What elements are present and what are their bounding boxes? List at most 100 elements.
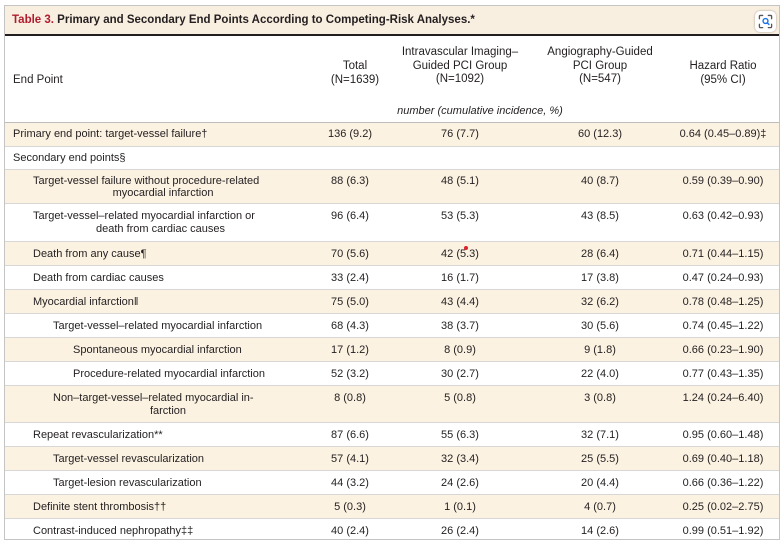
row-label: Procedure-related myocardial infarction bbox=[73, 368, 265, 380]
cell-hazard-ratio: 0.47 (0.24–0.93) bbox=[682, 272, 764, 284]
cell-hazard-ratio: 0.99 (0.51–1.92) bbox=[682, 525, 764, 537]
cell-angio: 25 (5.5) bbox=[581, 453, 619, 465]
cell-total: 8 (0.8) bbox=[334, 392, 366, 404]
table-figure: Table 3. Primary and Secondary End Point… bbox=[4, 5, 780, 540]
cell-total: 70 (5.6) bbox=[331, 248, 369, 260]
row-label: Contrast-induced nephropathy‡‡ bbox=[33, 525, 194, 537]
cell-angio: 22 (4.0) bbox=[581, 368, 619, 380]
row-label: Target-vessel revascularization bbox=[53, 453, 205, 465]
table-title-bar: Table 3. Primary and Secondary End Point… bbox=[5, 6, 779, 36]
col-header-total: Total (N=1639) bbox=[330, 60, 380, 86]
cell-angio: 60 (12.3) bbox=[577, 128, 623, 140]
cell-hazard-ratio: 0.63 (0.42–0.93) bbox=[682, 210, 764, 222]
cell-angio: 14 (2.6) bbox=[581, 525, 619, 537]
cell-hazard-ratio: 0.77 (0.43–1.35) bbox=[682, 368, 764, 380]
cell-ivi: 30 (2.7) bbox=[441, 368, 479, 380]
cell-hazard-ratio: 0.71 (0.44–1.15) bbox=[682, 248, 764, 260]
row-label: Secondary end points§ bbox=[13, 152, 126, 164]
row-label: Target-lesion revascularization bbox=[53, 477, 202, 489]
table-row: Target-vessel failure without procedure-… bbox=[5, 169, 779, 203]
row-label: Target-vessel–related myocardial infarct… bbox=[53, 320, 263, 332]
table-row: Procedure-related myocardial infarction … bbox=[5, 361, 779, 385]
cell-angio: 43 (8.5) bbox=[581, 210, 619, 222]
cell-angio: 30 (5.6) bbox=[581, 320, 619, 332]
table-row: Non–target-vessel–related myocardial in-… bbox=[5, 385, 779, 422]
cell-ivi: 26 (2.4) bbox=[441, 525, 479, 537]
table-row: Target-lesion revascularization 44 (3.2)… bbox=[5, 470, 779, 494]
col-header-end-point: End Point bbox=[13, 74, 63, 86]
cell-total: 68 (4.3) bbox=[331, 320, 369, 332]
table-row: Contrast-induced nephropathy‡‡ 40 (2.4) … bbox=[5, 518, 779, 539]
row-label: Definite stent thrombosis†† bbox=[33, 501, 167, 513]
row-label: Death from cardiac causes bbox=[33, 272, 164, 284]
cell-hazard-ratio: 0.78 (0.48–1.25) bbox=[682, 296, 764, 308]
column-header-row: End Point Total (N=1639) Intravascular I… bbox=[5, 36, 779, 100]
cell-hazard-ratio: 0.95 (0.60–1.48) bbox=[682, 429, 764, 441]
table-row: Definite stent thrombosis†† 5 (0.3) 1 (0… bbox=[5, 494, 779, 518]
cell-total: 44 (3.2) bbox=[331, 477, 369, 489]
units-caption: number (cumulative incidence, %) bbox=[5, 100, 779, 123]
cell-ivi: 1 (0.1) bbox=[444, 501, 476, 513]
cell-total: 52 (3.2) bbox=[331, 368, 369, 380]
cell-ivi: 24 (2.6) bbox=[441, 477, 479, 489]
table-row: Death from any cause¶ 70 (5.6) 42 (5.3) … bbox=[5, 241, 779, 265]
cell-total: 75 (5.0) bbox=[331, 296, 369, 308]
cell-ivi: 76 (7.7) bbox=[441, 128, 479, 140]
col-header-hazard-ratio: Hazard Ratio (95% CI) bbox=[689, 60, 757, 86]
cell-ivi: 38 (3.7) bbox=[441, 320, 479, 332]
lens-search-button[interactable] bbox=[755, 11, 776, 32]
cell-hazard-ratio: 0.64 (0.45–0.89)‡ bbox=[679, 128, 767, 140]
row-label: Death from any cause¶ bbox=[33, 248, 147, 260]
cell-hazard-ratio: 0.74 (0.45–1.22) bbox=[682, 320, 764, 332]
cell-ivi: 48 (5.1) bbox=[441, 175, 479, 187]
cell-angio: 28 (6.4) bbox=[581, 248, 619, 260]
cell-hazard-ratio: 0.66 (0.23–1.90) bbox=[682, 344, 764, 356]
lens-search-icon bbox=[758, 14, 773, 29]
row-label: Non–target-vessel–related myocardial in- bbox=[53, 392, 254, 404]
table-row: Target-vessel revascularization 57 (4.1)… bbox=[5, 446, 779, 470]
cell-hazard-ratio: 0.69 (0.40–1.18) bbox=[682, 453, 764, 465]
cell-angio: 20 (4.4) bbox=[581, 477, 619, 489]
table-title: Table 3. Primary and Secondary End Point… bbox=[12, 14, 475, 26]
cell-hazard-ratio: 0.59 (0.39–0.90) bbox=[682, 175, 764, 187]
table-number: Table 3. bbox=[12, 14, 54, 26]
row-label: Myocardial infarction‖ bbox=[33, 296, 139, 308]
table-caption: Primary and Secondary End Points Accordi… bbox=[57, 14, 475, 26]
cell-angio: 17 (3.8) bbox=[581, 272, 619, 284]
row-label: Repeat revascularization** bbox=[33, 429, 163, 441]
cell-angio: 9 (1.8) bbox=[584, 344, 616, 356]
cell-ivi: 43 (4.4) bbox=[441, 296, 479, 308]
row-label: Spontaneous myocardial infarction bbox=[73, 344, 242, 356]
cell-hazard-ratio: 0.66 (0.36–1.22) bbox=[682, 477, 764, 489]
table-row: Death from cardiac causes 33 (2.4) 16 (1… bbox=[5, 265, 779, 289]
table-row: Primary end point: target-vessel failure… bbox=[5, 123, 779, 146]
cell-ivi: 42 (5.3) bbox=[441, 248, 479, 260]
row-label: Primary end point: target-vessel failure… bbox=[13, 128, 208, 140]
row-label: Target-vessel–related myocardial infarct… bbox=[33, 210, 255, 222]
cell-ivi: 16 (1.7) bbox=[441, 272, 479, 284]
cell-total: 57 (4.1) bbox=[331, 453, 369, 465]
cell-hazard-ratio: 0.25 (0.02–2.75) bbox=[682, 501, 764, 513]
cell-total: 88 (6.3) bbox=[331, 175, 369, 187]
cell-ivi: 5 (0.8) bbox=[444, 392, 476, 404]
row-label-continued: farction bbox=[149, 405, 187, 417]
cell-total: 87 (6.6) bbox=[331, 429, 369, 441]
table-row: Target-vessel–related myocardial infarct… bbox=[5, 203, 779, 241]
row-label-continued: myocardial infarction bbox=[112, 187, 214, 199]
red-dot-marker bbox=[464, 246, 468, 250]
row-label-continued: death from cardiac causes bbox=[95, 223, 225, 235]
cell-hazard-ratio: 1.24 (0.24–6.40) bbox=[682, 392, 764, 404]
cell-ivi: 53 (5.3) bbox=[441, 210, 479, 222]
table-row: Myocardial infarction‖ 75 (5.0) 43 (4.4)… bbox=[5, 289, 779, 313]
cell-total: 136 (9.2) bbox=[327, 128, 373, 140]
table-row: Spontaneous myocardial infarction 17 (1.… bbox=[5, 337, 779, 361]
cell-total: 96 (6.4) bbox=[331, 210, 369, 222]
col-header-angio-group: Angiography-Guided PCI Group (N=547) bbox=[547, 46, 653, 85]
cell-ivi: 8 (0.9) bbox=[444, 344, 476, 356]
table-row: Repeat revascularization** 87 (6.6) 55 (… bbox=[5, 422, 779, 446]
cell-ivi: 55 (6.3) bbox=[441, 429, 479, 441]
table-row: Target-vessel–related myocardial infarct… bbox=[5, 313, 779, 337]
cell-total: 33 (2.4) bbox=[331, 272, 369, 284]
cell-total: 17 (1.2) bbox=[331, 344, 369, 356]
cell-ivi: 32 (3.4) bbox=[441, 453, 479, 465]
